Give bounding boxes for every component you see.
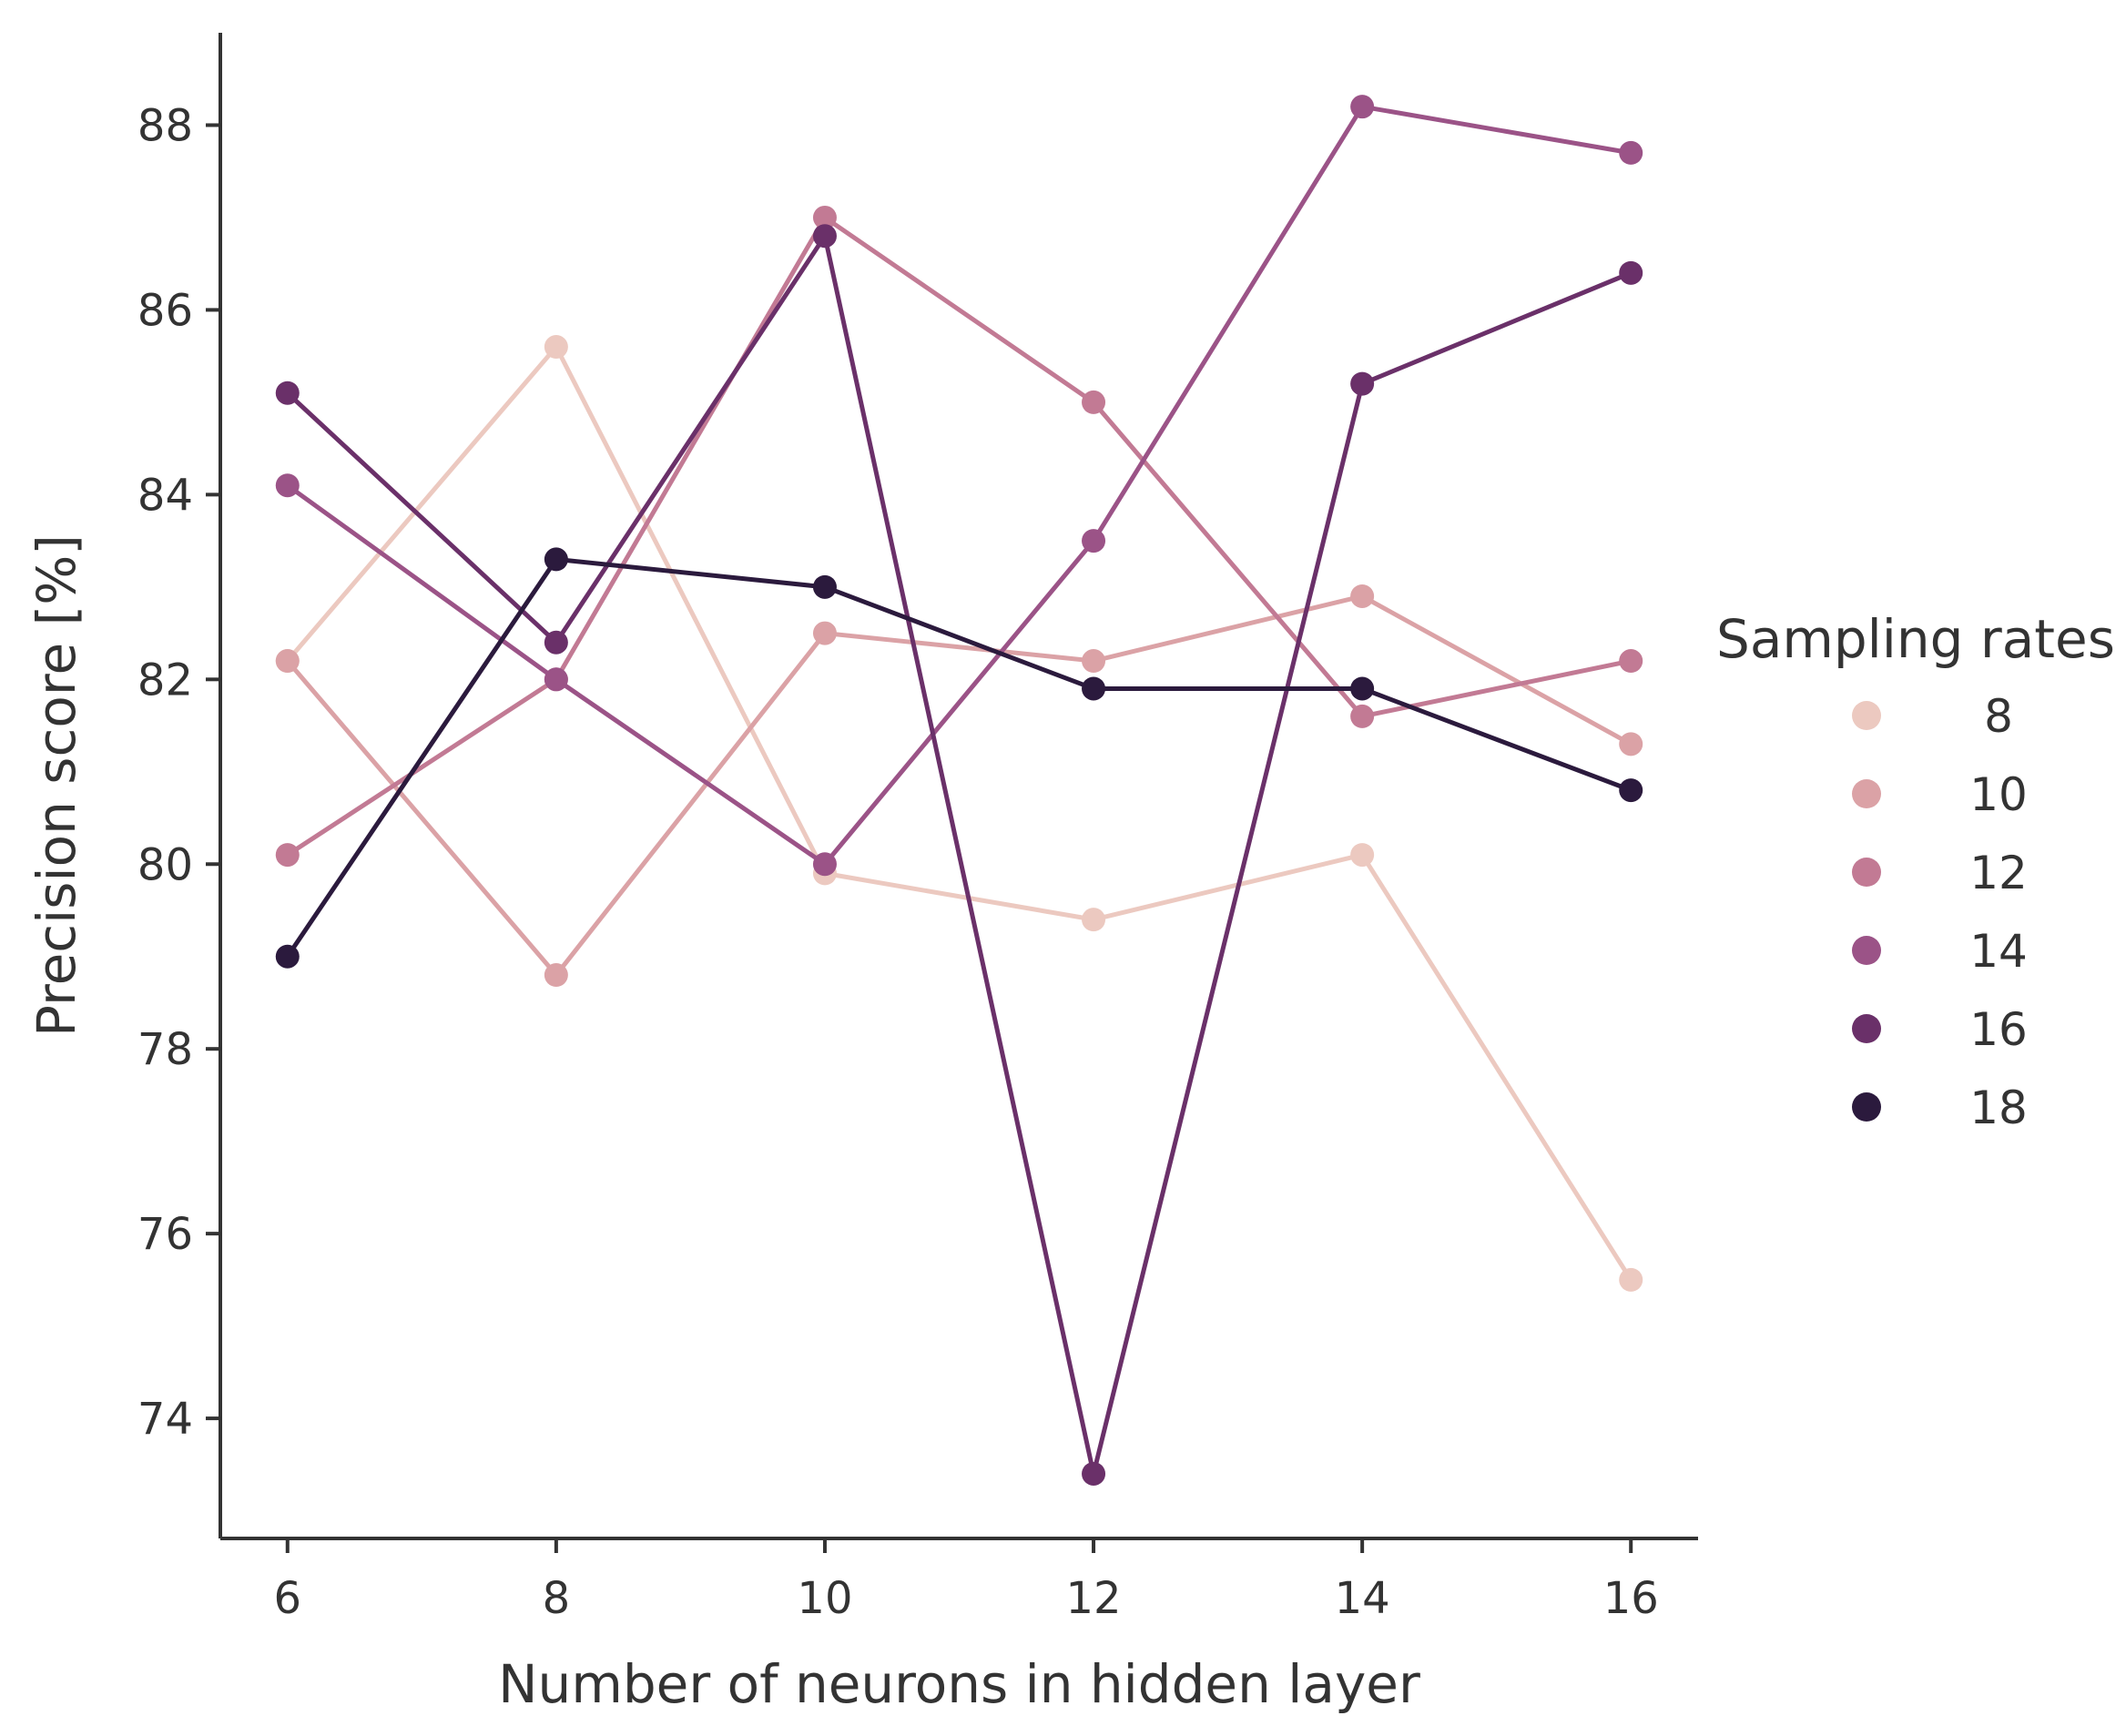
data-point (544, 667, 568, 692)
data-point (544, 335, 568, 360)
data-point (1350, 371, 1375, 396)
series-8 (275, 335, 1643, 1292)
data-point (1619, 732, 1643, 756)
data-point (1082, 649, 1106, 674)
y-tick-label: 86 (137, 285, 193, 336)
legend-label: 8 (1984, 690, 2013, 743)
x-tick-label: 14 (1335, 1573, 1390, 1624)
data-point (812, 574, 837, 599)
x-axis-title: Number of neurons in hidden layer (498, 1653, 1420, 1715)
data-point (1350, 584, 1375, 608)
series-10 (275, 584, 1643, 988)
data-point (275, 944, 300, 969)
series-layer (275, 95, 1643, 1486)
legend: Sampling rates 8 10 12 14 16 18 (1716, 608, 2115, 1134)
legend-label: 18 (1969, 1081, 2028, 1134)
data-point (1082, 390, 1106, 414)
y-tick-label: 80 (137, 839, 193, 890)
series-line-14 (285, 104, 1633, 867)
data-point (544, 630, 568, 655)
data-point (1350, 704, 1375, 728)
series-line-8 (285, 344, 1633, 1283)
data-point (812, 852, 837, 877)
series-line-18 (285, 556, 1633, 959)
y-tick-label: 84 (137, 470, 193, 521)
data-point (1082, 676, 1106, 701)
data-point (1350, 676, 1375, 701)
data-point (275, 843, 300, 868)
data-point (812, 621, 837, 645)
series-line-16 (285, 233, 1633, 1477)
data-point (1350, 95, 1375, 119)
y-tick-label: 78 (137, 1024, 193, 1075)
data-point (1619, 260, 1643, 285)
x-tick-label: 6 (273, 1573, 301, 1624)
legend-title: Sampling rates (1716, 608, 2115, 670)
y-tick-label: 82 (137, 655, 193, 706)
data-point (1619, 778, 1643, 803)
series-12 (275, 205, 1643, 868)
data-point (275, 649, 300, 674)
legend-label: 10 (1969, 768, 2028, 821)
legend-marker (1852, 701, 1881, 730)
data-point (1082, 1461, 1106, 1486)
data-point (544, 547, 568, 572)
x-tick-label: 12 (1066, 1573, 1122, 1624)
data-point (1350, 843, 1375, 868)
series-line-10 (285, 594, 1633, 978)
legend-marker (1852, 1014, 1881, 1043)
data-point (1619, 1267, 1643, 1292)
x-tick-label: 16 (1603, 1573, 1659, 1624)
data-point (544, 963, 568, 988)
x-tick-label: 8 (543, 1573, 571, 1624)
data-point (1619, 649, 1643, 674)
data-point (275, 473, 300, 498)
legend-label: 14 (1969, 925, 2028, 978)
data-point (1619, 140, 1643, 165)
legend-label: 12 (1969, 847, 2028, 899)
y-tick-label: 74 (137, 1394, 193, 1445)
x-tick-label: 10 (797, 1573, 852, 1624)
series-14 (275, 95, 1643, 877)
data-point (812, 205, 837, 229)
data-point (812, 224, 837, 249)
y-axis-title: Precision score [%] (25, 534, 87, 1037)
data-point (275, 381, 300, 405)
data-point (1082, 529, 1106, 553)
series-18 (275, 547, 1643, 969)
legend-marker (1852, 779, 1881, 808)
series-16 (275, 224, 1643, 1486)
y-tick-label: 88 (137, 100, 193, 151)
legend-marker (1852, 1092, 1881, 1122)
series-line-12 (285, 215, 1633, 858)
axes: 6 8 10 12 14 16 74 76 78 80 82 84 86 88 Number of neur… (25, 33, 1698, 1715)
y-tick-label: 76 (137, 1209, 193, 1260)
legend-marker (1852, 936, 1881, 965)
data-point (1082, 908, 1106, 932)
legend-marker (1852, 858, 1881, 887)
legend-label: 16 (1969, 1003, 2028, 1056)
